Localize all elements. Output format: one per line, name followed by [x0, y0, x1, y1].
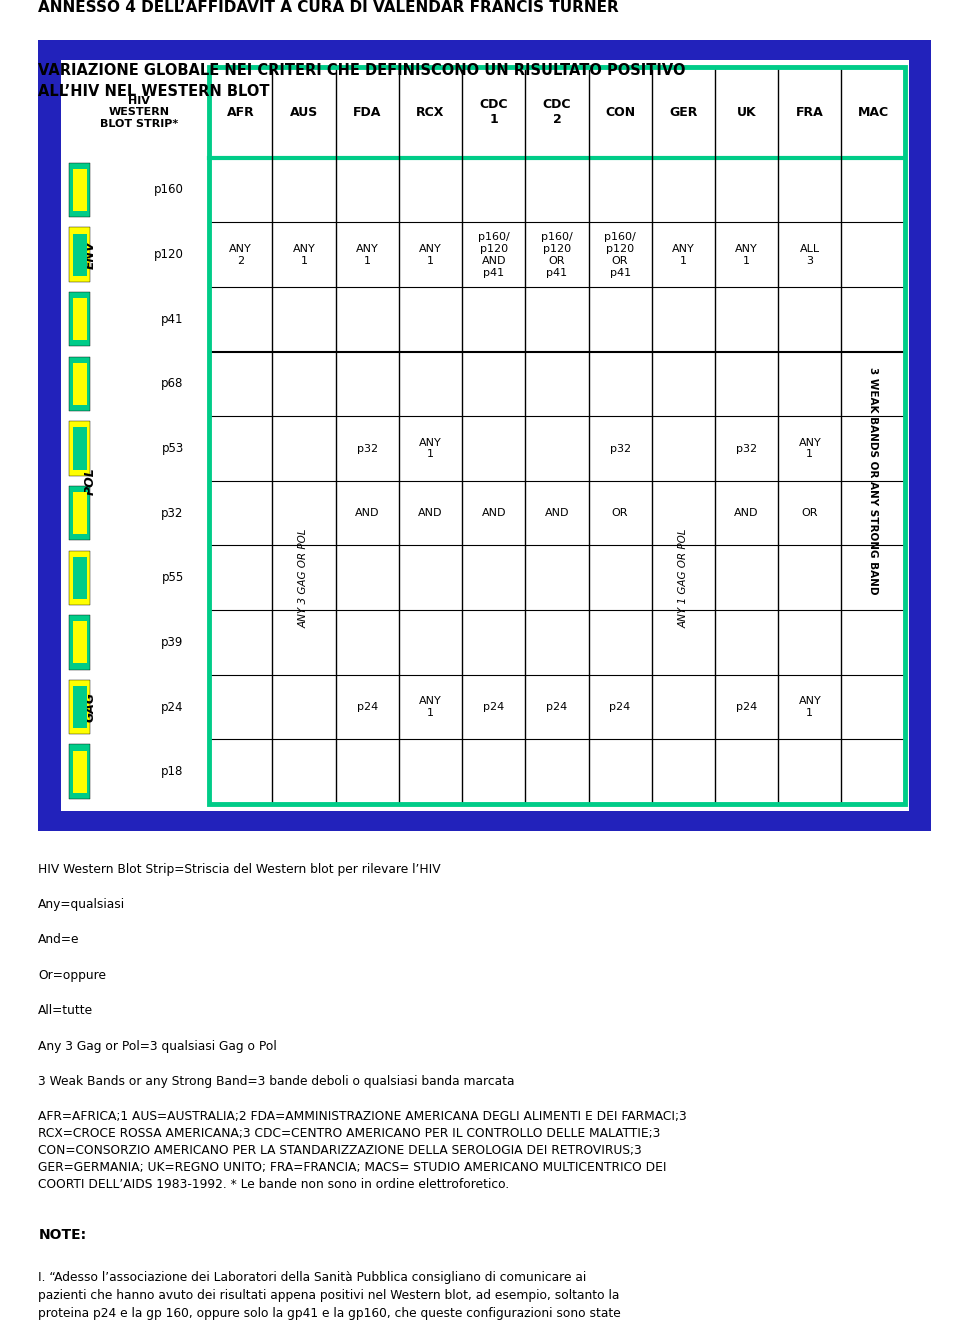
Text: p24: p24 — [736, 702, 757, 712]
Bar — [73, 234, 87, 275]
Text: p39: p39 — [161, 636, 183, 649]
Bar — [73, 427, 87, 469]
Text: GAG: GAG — [84, 692, 97, 722]
Text: p160: p160 — [154, 184, 183, 197]
Text: CDC
2: CDC 2 — [542, 98, 571, 126]
Text: HIV
WESTERN
BLOT STRIP*: HIV WESTERN BLOT STRIP* — [100, 96, 179, 129]
Text: ANY 3 GAG OR POL: ANY 3 GAG OR POL — [299, 528, 309, 628]
Bar — [73, 492, 87, 535]
Bar — [73, 169, 87, 211]
Text: ALL
3: ALL 3 — [800, 243, 820, 266]
Text: UK: UK — [736, 106, 756, 118]
Text: 3 WEAK BANDS OR ANY STRONG BAND: 3 WEAK BANDS OR ANY STRONG BAND — [868, 367, 878, 595]
Text: ENV: ENV — [84, 241, 97, 269]
Text: ANY
1: ANY 1 — [420, 438, 442, 459]
Bar — [69, 422, 90, 476]
Text: And=e: And=e — [38, 934, 80, 947]
Text: ANY
1: ANY 1 — [799, 438, 821, 459]
Text: AFR: AFR — [227, 106, 254, 118]
Bar — [69, 356, 90, 411]
Text: All=tutte: All=tutte — [38, 1004, 93, 1017]
Bar — [69, 162, 90, 217]
Text: p160/
p120
AND
p41: p160/ p120 AND p41 — [478, 231, 510, 278]
Text: Any 3 Gag or Pol=3 qualsiasi Gag o Pol: Any 3 Gag or Pol=3 qualsiasi Gag o Pol — [38, 1040, 277, 1052]
Text: I. “Adesso l’associazione dei Laboratori della Sanità Pubblica consigliano di co: I. “Adesso l’associazione dei Laboratori… — [38, 1271, 621, 1319]
Text: ANY
1: ANY 1 — [293, 243, 316, 266]
Bar — [69, 745, 90, 799]
Bar — [69, 293, 90, 346]
Text: MAC: MAC — [857, 106, 889, 118]
Text: p24: p24 — [356, 702, 378, 712]
Bar — [73, 686, 87, 728]
Text: GER: GER — [669, 106, 698, 118]
Text: AND: AND — [734, 508, 758, 519]
Bar — [73, 363, 87, 404]
Text: p32: p32 — [736, 443, 757, 454]
Text: VARIAZIONE GLOBALE NEI CRITERI CHE DEFINISCONO UN RISULTATO POSITIVO
ALL’HIV NEL: VARIAZIONE GLOBALE NEI CRITERI CHE DEFIN… — [38, 63, 685, 98]
Text: POL: POL — [84, 467, 97, 495]
Text: CON: CON — [605, 106, 636, 118]
Text: AND: AND — [419, 508, 443, 519]
Text: HIV Western Blot Strip=Striscia del Western blot per rilevare l’HIV: HIV Western Blot Strip=Striscia del West… — [38, 863, 441, 875]
Text: ANY
2: ANY 2 — [229, 243, 252, 266]
Text: 3 Weak Bands or any Strong Band=3 bande deboli o qualsiasi banda marcata: 3 Weak Bands or any Strong Band=3 bande … — [38, 1075, 515, 1088]
Text: p18: p18 — [161, 765, 183, 778]
Text: p24: p24 — [483, 702, 504, 712]
Text: p160/
p120
OR
p41: p160/ p120 OR p41 — [604, 231, 636, 278]
Text: FDA: FDA — [353, 106, 381, 118]
Text: p24: p24 — [610, 702, 631, 712]
Text: NOTE:: NOTE: — [38, 1229, 86, 1242]
Bar — [73, 298, 87, 340]
Text: AND: AND — [481, 508, 506, 519]
Text: ANY
1: ANY 1 — [799, 696, 821, 718]
Text: p32: p32 — [610, 443, 631, 454]
Bar — [69, 616, 90, 669]
Bar — [209, 68, 904, 803]
Text: FRA: FRA — [796, 106, 824, 118]
Text: AND: AND — [544, 508, 569, 519]
Bar — [69, 485, 90, 540]
Bar — [73, 621, 87, 664]
Text: AUS: AUS — [290, 106, 318, 118]
Text: p24: p24 — [546, 702, 567, 712]
Text: p41: p41 — [161, 313, 183, 326]
Text: AND: AND — [355, 508, 379, 519]
Text: ANY
1: ANY 1 — [420, 696, 442, 718]
Text: Or=oppure: Or=oppure — [38, 968, 107, 982]
Text: CDC
1: CDC 1 — [479, 98, 508, 126]
Text: p160/
p120
OR
p41: p160/ p120 OR p41 — [541, 231, 573, 278]
Text: p32: p32 — [357, 443, 378, 454]
Text: ANY
1: ANY 1 — [672, 243, 695, 266]
Text: ANY
1: ANY 1 — [420, 243, 442, 266]
Text: p55: p55 — [161, 572, 183, 584]
Text: ANNESSO 4 DELL’AFFIDAVIT A CURA DI VALENDAR FRANCIS TURNER: ANNESSO 4 DELL’AFFIDAVIT A CURA DI VALEN… — [38, 0, 619, 15]
Text: AFR=AFRICA;1 AUS=AUSTRALIA;2 FDA=AMMINISTRAZIONE AMERICANA DEGLI ALIMENTI E DEI : AFR=AFRICA;1 AUS=AUSTRALIA;2 FDA=AMMINIS… — [38, 1111, 687, 1192]
Bar — [73, 557, 87, 598]
Text: OR: OR — [802, 508, 818, 519]
Text: p32: p32 — [161, 507, 183, 520]
Text: ANY
1: ANY 1 — [735, 243, 758, 266]
Bar — [73, 750, 87, 793]
Text: Any=qualsiasi: Any=qualsiasi — [38, 898, 126, 911]
Text: RCX: RCX — [417, 106, 444, 118]
Text: ANY
1: ANY 1 — [356, 243, 378, 266]
Bar — [69, 227, 90, 282]
Text: p53: p53 — [161, 442, 183, 455]
Text: p68: p68 — [161, 378, 183, 391]
Text: p24: p24 — [161, 701, 183, 713]
Text: ANY 1 GAG OR POL: ANY 1 GAG OR POL — [679, 528, 688, 628]
Text: OR: OR — [612, 508, 629, 519]
Text: p120: p120 — [154, 249, 183, 261]
Bar — [69, 680, 90, 734]
Bar — [69, 551, 90, 605]
